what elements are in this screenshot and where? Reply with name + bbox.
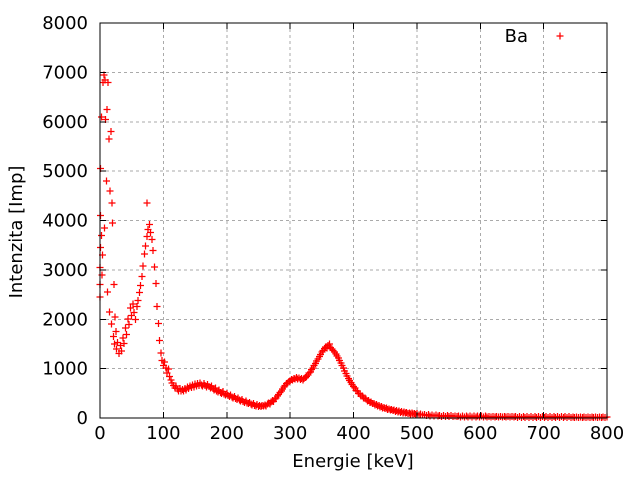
plot-frame xyxy=(99,22,608,419)
x-tick-label: 400 xyxy=(336,423,370,444)
y-tick-label: 6000 xyxy=(42,112,88,133)
x-tick-label: 0 xyxy=(94,423,105,444)
y-tick-label: 0 xyxy=(77,408,88,429)
x-tick-label: 700 xyxy=(526,423,560,444)
x-tick-label: 800 xyxy=(590,423,624,444)
y-tick-label: 4000 xyxy=(42,211,88,232)
x-tick-label: 300 xyxy=(273,423,307,444)
axis-ticks xyxy=(99,22,608,419)
x-tick-label: 500 xyxy=(400,423,434,444)
legend-marker-plus-icon xyxy=(556,32,564,40)
y-tick-label: 5000 xyxy=(42,161,88,182)
x-tick-label: 600 xyxy=(463,423,497,444)
legend: Ba xyxy=(505,26,564,47)
x-axis-label: Energie [keV] xyxy=(292,451,413,472)
y-tick-label: 1000 xyxy=(42,359,88,380)
y-tick-label: 7000 xyxy=(42,62,88,83)
legend-label-ba: Ba xyxy=(505,26,528,47)
y-tick-label: 8000 xyxy=(42,13,88,34)
x-tick-label: 100 xyxy=(146,423,180,444)
x-tick-labels: 0 100 200 300 400 500 600 700 800 xyxy=(94,423,624,444)
grid-path xyxy=(100,23,607,418)
y-tick-label: 3000 xyxy=(42,260,88,281)
y-tick-label: 2000 xyxy=(42,309,88,330)
y-tick-labels: 0 1000 2000 3000 4000 5000 6000 7000 8000 xyxy=(42,13,88,429)
x-tick-label: 200 xyxy=(210,423,244,444)
y-axis-label: Intenzita [Imp] xyxy=(6,166,27,299)
gridlines xyxy=(100,23,607,418)
